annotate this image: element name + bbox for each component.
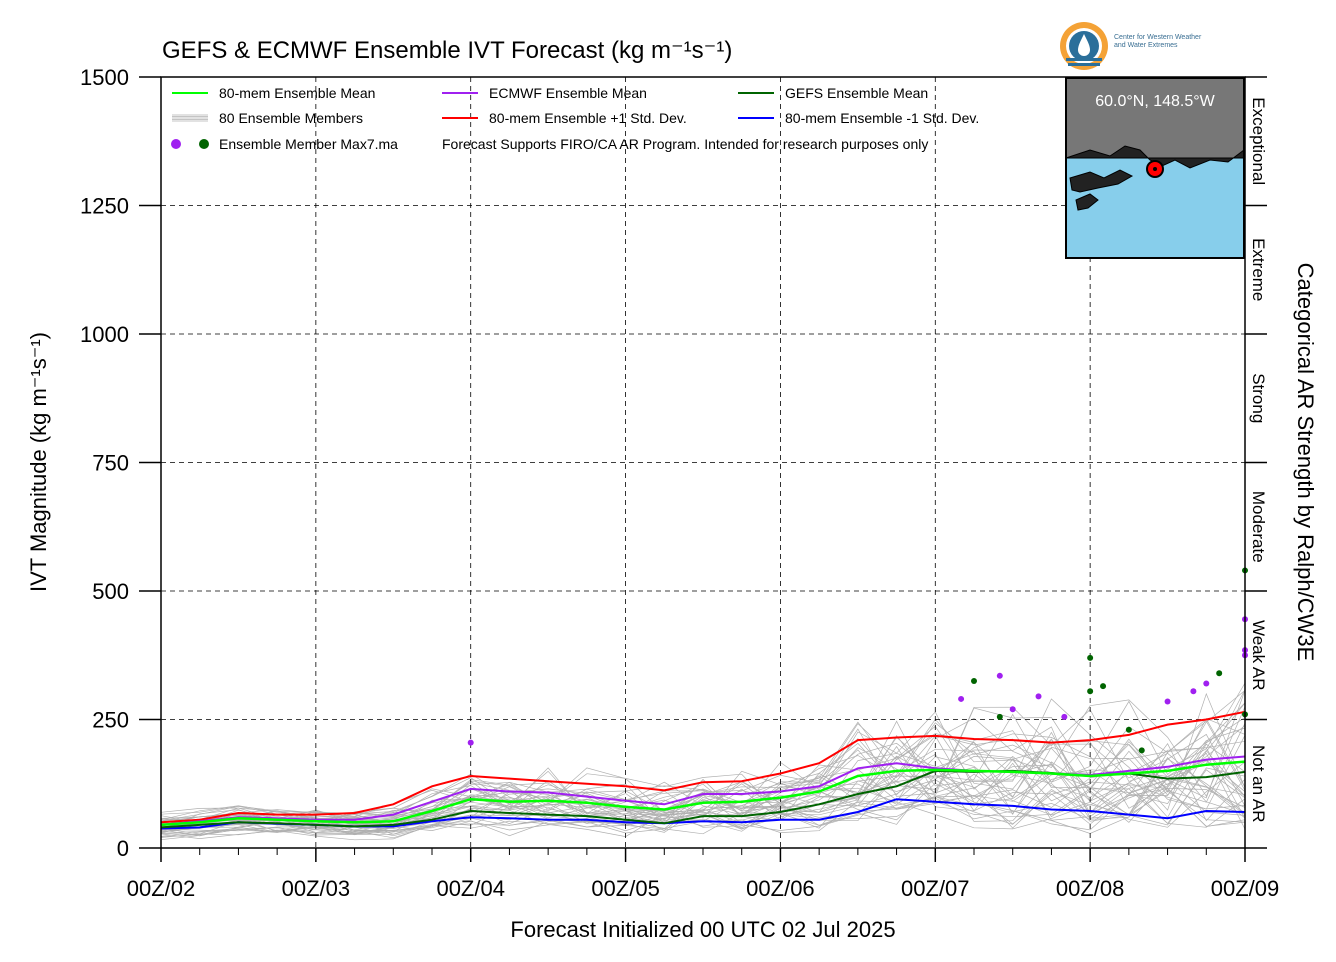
x-tick-label: 00Z/07 (901, 876, 970, 901)
location-marker-center (1153, 167, 1157, 171)
member-max-point (958, 695, 965, 702)
member-max-point (1061, 713, 1068, 720)
member-max-points (467, 567, 1248, 754)
ensemble-member-line (160, 718, 1246, 825)
legend-label: Ensemble Member Max7.ma (219, 136, 398, 152)
member-max-point (467, 739, 474, 746)
y-tick-label: 1000 (80, 322, 129, 347)
ensemble-member-line (160, 740, 1246, 835)
category-label: Extreme (1249, 238, 1268, 301)
member-max-point (1203, 680, 1210, 687)
member-max-point (996, 713, 1003, 720)
inset-land-band (1066, 78, 1244, 158)
x-tick-label: 00Z/03 (282, 876, 351, 901)
series-line-80-mem-ensemble-mean (160, 760, 1246, 827)
member-max-point (1138, 747, 1145, 754)
x-tick-label: 00Z/06 (746, 876, 815, 901)
y-axis-ticks: 0 250 500 750 1000 1250 1500 (80, 65, 161, 861)
right-category-axis: Not an AR Weak AR Moderate Strong Extreme Exc… (1245, 76, 1268, 849)
series-lines (160, 710, 1246, 830)
y-tick-label: 500 (92, 579, 129, 604)
ensemble-member-line (160, 692, 1246, 823)
y-axis-label: IVT Magnitude (kg m⁻¹s⁻¹) (26, 332, 51, 592)
legend-label: 80-mem Ensemble +1 Std. Dev. (489, 110, 687, 126)
ensemble-member-line (160, 752, 1246, 830)
member-max-point (1164, 698, 1171, 705)
ensemble-member-line (160, 721, 1246, 821)
member-max-point (1216, 670, 1223, 677)
x-tick-label: 00Z/04 (436, 876, 505, 901)
legend-label: 80-mem Ensemble Mean (219, 85, 375, 101)
member-max-point (1190, 688, 1197, 695)
y-tick-label: 1500 (80, 65, 129, 90)
cw3e-logo: Center for Western Weather and Water Extr… (1058, 20, 1318, 72)
member-max-point (996, 672, 1003, 679)
inset-coastline (1065, 145, 1245, 169)
cw3e-logo-text: Center for Western Weather and Water Extr… (1114, 34, 1202, 49)
legend-label: 80-mem Ensemble -1 Std. Dev. (785, 110, 979, 126)
inset-map: 60.0°N, 148.5°W (1065, 77, 1245, 259)
member-max-point (1035, 693, 1042, 700)
y-tick-label: 750 (92, 451, 129, 476)
category-label: Exceptional (1249, 97, 1268, 185)
legend-label: ECMWF Ensemble Mean (489, 85, 647, 101)
legend-dot (199, 139, 209, 149)
x-tick-label: 00Z/08 (1056, 876, 1125, 901)
x-tick-label: 00Z/05 (591, 876, 660, 901)
x-axis-label: Forecast Initialized 00 UTC 02 Jul 2025 (510, 917, 895, 942)
x-tick-label: 00Z/09 (1211, 876, 1280, 901)
x-tick-label: 00Z/02 (127, 876, 196, 901)
category-label: Weak AR (1249, 620, 1268, 691)
y-tick-label: 250 (92, 708, 129, 733)
member-max-point (1009, 706, 1016, 713)
cw3e-logo-icon (1060, 22, 1108, 70)
legend-label: GEFS Ensemble Mean (785, 85, 928, 101)
category-label: Not an AR (1249, 745, 1268, 823)
ensemble-member-line (160, 769, 1246, 837)
right-axis-label: Categorical AR Strength by Ralph/CW3E (1293, 263, 1318, 662)
y-tick-label: 0 (117, 836, 129, 861)
member-max-point (1087, 688, 1094, 695)
legend-note: Forecast Supports FIRO/CA AR Program. In… (442, 136, 928, 152)
ensemble-member-line (160, 731, 1246, 832)
category-label: Strong (1249, 373, 1268, 423)
series-line-80-mem-ensemble-1-std-dev- (160, 710, 1246, 824)
member-max-point (1087, 654, 1094, 661)
inset-island (1069, 169, 1134, 193)
ensemble-member-line (160, 767, 1246, 833)
ensemble-member-line (160, 774, 1246, 837)
inset-frame (1065, 77, 1245, 259)
category-label: Moderate (1249, 491, 1268, 563)
x-axis-ticks: 00Z/02 00Z/03 00Z/04 00Z/05 00Z/06 00Z/07 00Z/… (127, 848, 1280, 901)
member-max-point (971, 677, 977, 684)
chart-title: GEFS & ECMWF Ensemble IVT Forecast (kg m… (162, 37, 732, 64)
legend: 80-mem Ensemble Mean ECMWF Ensemble Mean G… (171, 85, 979, 152)
member-max-point (1100, 683, 1107, 690)
member-max-point (1125, 726, 1132, 733)
legend-dot (171, 139, 181, 149)
inset-island (1075, 193, 1099, 211)
y-tick-label: 1250 (80, 194, 129, 219)
inset-location-label: 60.0°N, 148.5°W (1095, 93, 1215, 110)
legend-label: 80 Ensemble Members (219, 110, 363, 126)
